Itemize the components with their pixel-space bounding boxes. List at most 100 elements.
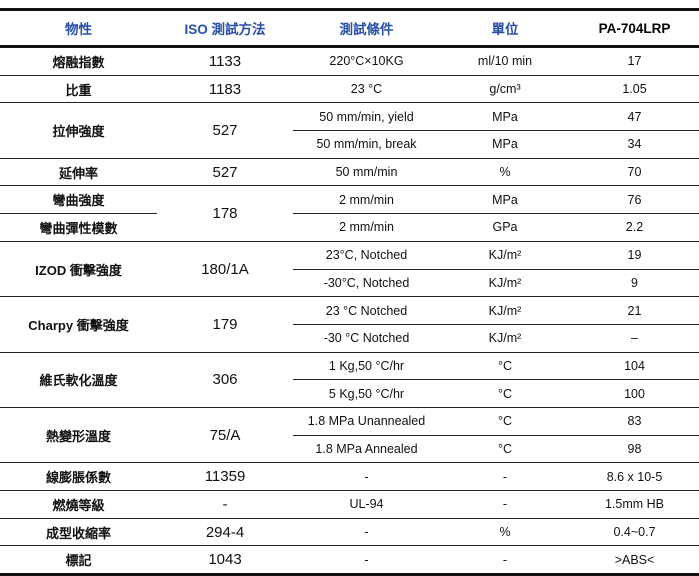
iso: 75/A [157, 407, 293, 464]
property: Charpy 衝擊強度 [0, 296, 157, 353]
iso: 1043 [157, 545, 293, 576]
condition: 23 °C [293, 75, 440, 104]
table-row: 50 mm/min, break MPa 34 [0, 130, 699, 159]
unit: ml/10 min [440, 46, 570, 76]
unit: °C [440, 352, 570, 381]
table-row: 成型收縮率 294-4 - % 0.4~0.7 [0, 518, 699, 547]
iso: 178 [157, 185, 293, 242]
value: 47 [570, 102, 699, 132]
value: 1.5mm HB [570, 490, 699, 519]
condition: 50 mm/min, break [293, 130, 440, 159]
table-row: 線膨脹係數 11359 - - 8.6 x 10-5 [0, 462, 699, 491]
unit: - [440, 545, 570, 576]
header-row: 物性 ISO 測試方法 測試條件 單位 PA-704LRP [0, 8, 699, 48]
property: 燃燒等級 [0, 490, 157, 519]
value: 21 [570, 296, 699, 325]
unit: KJ/m² [440, 241, 570, 270]
iso: 11359 [157, 462, 293, 491]
property: 線膨脹係數 [0, 462, 157, 491]
iso: 527 [157, 158, 293, 187]
property: 標記 [0, 545, 157, 576]
iso: 527 [157, 102, 293, 159]
unit: °C [440, 407, 570, 436]
property: 比重 [0, 75, 157, 104]
property: 彎曲強度 [0, 185, 157, 215]
property: 維氏軟化溫度 [0, 352, 157, 408]
table-row: 比重 1183 23 °C g/cm³ 1.05 [0, 75, 699, 104]
unit: MPa [440, 130, 570, 159]
table-row: 熱變形溫度 75/A 1.8 MPa Unannealed °C 83 [0, 407, 699, 464]
condition: -30°C, Notched [293, 269, 440, 298]
table-row: 維氏軟化溫度 306 1 Kg,50 °C/hr °C 104 [0, 352, 699, 408]
iso: 1183 [157, 75, 293, 104]
unit: °C [440, 379, 570, 408]
iso: 180/1A [157, 241, 293, 298]
table-row: 1.8 MPa Annealed °C 98 [0, 435, 699, 464]
table-row: IZOD 衝擊強度 180/1A 23°C, Notched KJ/m² 19 [0, 241, 699, 298]
value: 1.05 [570, 75, 699, 104]
header-product: PA-704LRP [570, 8, 699, 48]
condition: 50 mm/min [293, 158, 440, 187]
property: 拉伸強度 [0, 102, 157, 159]
unit: % [440, 158, 570, 187]
table-row: Charpy 衝擊強度 179 23 °C Notched KJ/m² 21 [0, 296, 699, 353]
unit: MPa [440, 102, 570, 132]
condition: 220°C×10KG [293, 46, 440, 76]
unit: KJ/m² [440, 324, 570, 353]
value: 100 [570, 379, 699, 408]
condition: - [293, 462, 440, 491]
unit: °C [440, 435, 570, 464]
iso: 306 [157, 352, 293, 408]
value: 2.2 [570, 213, 699, 242]
condition: 2 mm/min [293, 213, 440, 242]
value: 83 [570, 407, 699, 436]
condition: UL-94 [293, 490, 440, 519]
condition: 2 mm/min [293, 185, 440, 215]
value: 98 [570, 435, 699, 464]
iso: - [157, 490, 293, 519]
property: 熱變形溫度 [0, 407, 157, 464]
value: 70 [570, 158, 699, 187]
property: 成型收縮率 [0, 518, 157, 547]
condition: 23°C, Notched [293, 241, 440, 270]
property: 彎曲彈性模數 [0, 213, 157, 242]
unit: - [440, 490, 570, 519]
table-row: 熔融指數 1133 220°C×10KG ml/10 min 17 [0, 46, 699, 76]
unit: GPa [440, 213, 570, 242]
unit: MPa [440, 185, 570, 215]
value: 104 [570, 352, 699, 381]
table-row: 延伸率 527 50 mm/min % 70 [0, 158, 699, 187]
value: 8.6 x 10-5 [570, 462, 699, 491]
iso: 179 [157, 296, 293, 353]
header-unit: 單位 [440, 8, 570, 48]
condition: 23 °C Notched [293, 296, 440, 325]
value: >ABS< [570, 545, 699, 576]
condition: -30 °C Notched [293, 324, 440, 353]
value: 0.4~0.7 [570, 518, 699, 547]
unit: KJ/m² [440, 269, 570, 298]
value: 76 [570, 185, 699, 215]
condition: 1 Kg,50 °C/hr [293, 352, 440, 381]
unit: KJ/m² [440, 296, 570, 325]
value: 34 [570, 130, 699, 159]
property: 熔融指數 [0, 46, 157, 76]
condition: 1.8 MPa Annealed [293, 435, 440, 464]
table-row: -30 °C Notched KJ/m² – [0, 324, 699, 353]
condition: 50 mm/min, yield [293, 102, 440, 132]
table-row: 拉伸強度 527 50 mm/min, yield MPa 47 [0, 102, 699, 159]
value: 17 [570, 46, 699, 76]
table-row: 5 Kg,50 °C/hr °C 100 [0, 379, 699, 408]
properties-table: 物性 ISO 測試方法 測試條件 單位 PA-704LRP 熔融指數 1133 … [0, 8, 699, 576]
table-row: 彎曲強度 178 2 mm/min MPa 76 [0, 185, 699, 242]
iso: 1133 [157, 46, 293, 76]
iso: 294-4 [157, 518, 293, 547]
header-property: 物性 [0, 8, 157, 48]
property: IZOD 衝擊強度 [0, 241, 157, 298]
value: 19 [570, 241, 699, 270]
value: – [570, 324, 699, 353]
unit: % [440, 518, 570, 547]
condition: 1.8 MPa Unannealed [293, 407, 440, 436]
value: 9 [570, 269, 699, 298]
table-row: -30°C, Notched KJ/m² 9 [0, 269, 699, 298]
condition: - [293, 518, 440, 547]
